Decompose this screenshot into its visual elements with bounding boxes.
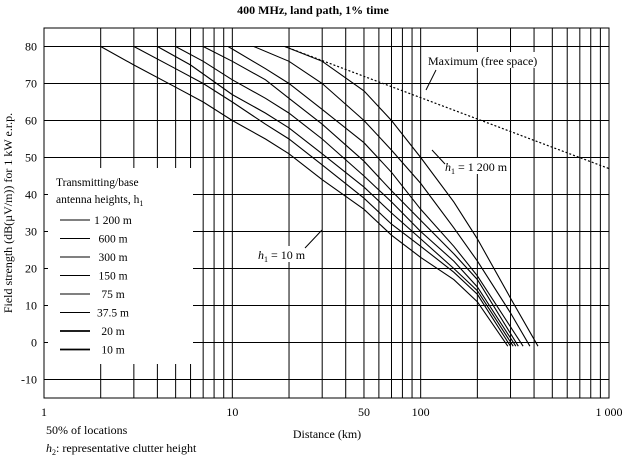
series-line — [227, 46, 524, 347]
chart-title: 400 MHz, land path, 1% time — [237, 3, 389, 17]
max-annotation: Maximum (free space) — [424, 52, 539, 91]
h1-top-bg — [441, 158, 509, 174]
series-line — [253, 45, 531, 347]
legend-label: 20 m — [101, 326, 124, 338]
y-tick-label: 70 — [25, 77, 37, 91]
clutter-sub: 2 — [52, 448, 56, 457]
h1-bottom-pointer — [304, 229, 323, 249]
h1-top-pointer — [431, 149, 446, 165]
legend-label: 600 m — [98, 234, 127, 246]
y-tick-label: 30 — [25, 225, 37, 239]
h1-bottom-label: h1 = 10 m — [258, 248, 306, 264]
x-tick-label: 10 — [226, 405, 238, 419]
legend-label: 37.5 m — [97, 308, 129, 320]
h1-bottom-annotation: h1 = 10 m — [255, 229, 323, 264]
legend-label: 1 200 m — [94, 215, 132, 227]
y-tick-label: 40 — [25, 188, 37, 202]
h1-bottom-sub: 1 — [264, 255, 268, 264]
legend-title-line2: antenna heights, h1 — [56, 194, 143, 208]
legend-label: 75 m — [101, 289, 124, 301]
legend-label: 150 m — [98, 271, 127, 283]
max-free-space-line — [284, 45, 610, 170]
max-pointer — [425, 69, 437, 91]
clutter-note: h2: representative clutter height — [46, 441, 197, 457]
legend-title-sub: 1 — [139, 199, 143, 208]
h1-top-h: h — [445, 160, 451, 174]
h1-top-annotation: h1 = 1 200 m — [431, 149, 509, 176]
max-label-bg — [424, 52, 539, 68]
series-line — [157, 46, 514, 347]
locations-note: 50% of locations — [46, 423, 128, 437]
h1-bottom-rest: = 10 m — [268, 248, 306, 262]
series-line — [133, 46, 511, 347]
plot-frame — [43, 27, 610, 399]
series-line — [202, 46, 519, 347]
y-tick-labels: -10 0 10 20 30 40 50 60 70 80 — [21, 40, 37, 387]
legend-label: 300 m — [98, 252, 127, 264]
clutter-rest: : representative clutter height — [56, 441, 197, 455]
y-axis-label: Field strength (dB(µV/m)) for 1 kW e.r.p… — [1, 113, 15, 313]
legend-title-text: antenna heights, h — [56, 194, 140, 206]
legend-label: 10 m — [101, 345, 124, 357]
h1-bottom-bg — [255, 246, 317, 262]
y-tick-label: 80 — [25, 40, 37, 54]
series-line — [175, 46, 517, 347]
legend-title-line1: Transmitting/base — [56, 177, 139, 189]
series-line — [284, 45, 539, 347]
h1-top-rest: = 1 200 m — [455, 160, 508, 174]
x-axis-label: Distance (km) — [293, 427, 361, 441]
y-tick-label: -10 — [21, 373, 37, 387]
h1-top-label: h1 = 1 200 m — [445, 160, 508, 176]
y-tick-label: 20 — [25, 262, 37, 276]
y-tick-label: 0 — [31, 336, 37, 350]
x-tick-label: 100 — [412, 405, 430, 419]
y-tick-label: 50 — [25, 151, 37, 165]
max-label: Maximum (free space) — [428, 54, 537, 68]
clutter-h: h — [46, 441, 52, 455]
series-lines — [100, 45, 539, 347]
y-tick-label: 10 — [25, 299, 37, 313]
legend: Transmitting/base antenna heights, h1 1 … — [56, 177, 143, 357]
x-tick-label: 1 — [41, 405, 47, 419]
h1-top-sub: 1 — [451, 167, 455, 176]
x-tick-label: 50 — [358, 405, 370, 419]
legend-entries: 1 200 m 600 m 300 m 150 m 75 m 37.5 m 20 m 10 m — [60, 215, 132, 357]
h1-bottom-h: h — [258, 248, 264, 262]
series-line — [100, 46, 509, 347]
y-tick-label: 60 — [25, 114, 37, 128]
x-tick-label: 1 000 — [596, 405, 623, 419]
x-tick-labels: 1 10 50 100 1 000 — [41, 405, 623, 419]
